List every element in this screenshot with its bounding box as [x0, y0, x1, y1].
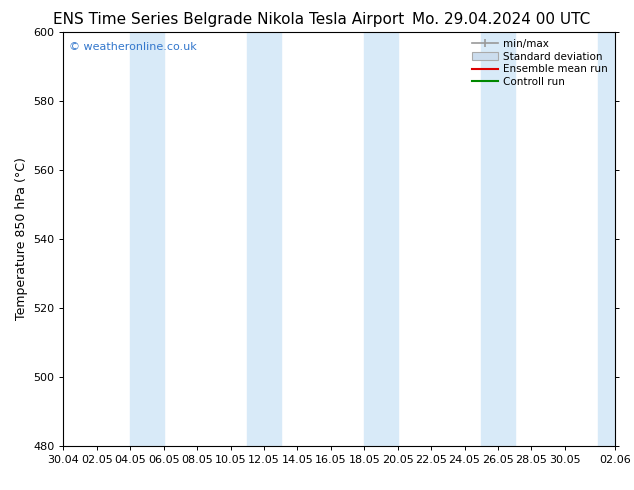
Bar — [481, 32, 515, 446]
Bar — [365, 32, 398, 446]
Bar — [247, 32, 281, 446]
Legend: min/max, Standard deviation, Ensemble mean run, Controll run: min/max, Standard deviation, Ensemble me… — [467, 35, 612, 91]
Text: Mo. 29.04.2024 00 UTC: Mo. 29.04.2024 00 UTC — [411, 12, 590, 27]
Text: © weatheronline.co.uk: © weatheronline.co.uk — [69, 42, 197, 52]
Bar — [598, 32, 631, 446]
Text: ENS Time Series Belgrade Nikola Tesla Airport: ENS Time Series Belgrade Nikola Tesla Ai… — [53, 12, 404, 27]
Y-axis label: Temperature 850 hPa (°C): Temperature 850 hPa (°C) — [15, 157, 27, 320]
Bar — [130, 32, 164, 446]
